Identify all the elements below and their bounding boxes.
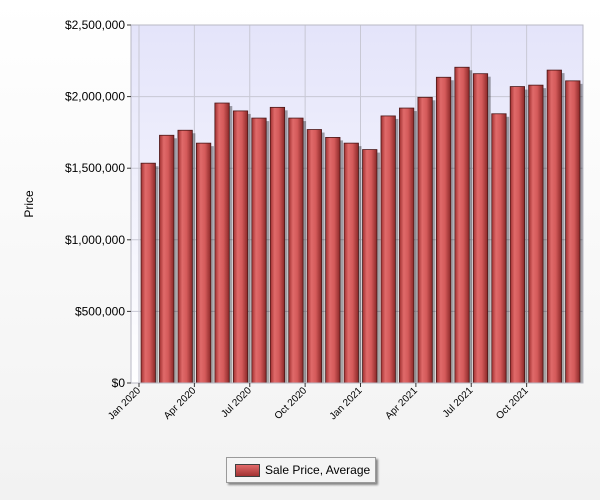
- bar: [546, 69, 562, 384]
- bar: [159, 134, 175, 384]
- bar: [306, 129, 322, 384]
- bar: [177, 129, 193, 384]
- plot-border: [130, 24, 584, 384]
- bar: [528, 84, 544, 384]
- x-tick-label: Jul 2021: [441, 385, 476, 420]
- bar: [509, 86, 525, 384]
- y-tick-label: $0: [112, 376, 126, 390]
- bar: [565, 80, 581, 384]
- y-tick-label: $1,500,000: [65, 161, 125, 175]
- bar: [251, 117, 267, 384]
- y-tick-label: $1,000,000: [65, 233, 125, 247]
- legend: Sale Price, Average: [226, 457, 376, 483]
- bar: [288, 117, 304, 384]
- bar: [343, 142, 359, 384]
- x-tick-label: Jan 2021: [328, 385, 365, 422]
- bar: [140, 162, 156, 384]
- x-tick-label: Jul 2020: [219, 385, 254, 420]
- bar: [435, 76, 452, 384]
- y-tick-label: $2,000,000: [65, 90, 125, 104]
- x-tick-label: Apr 2021: [384, 385, 421, 422]
- bar: [380, 115, 396, 384]
- x-tick-label: Jan 2020: [106, 385, 143, 422]
- bar: [325, 137, 341, 384]
- bar: [472, 73, 489, 384]
- legend-swatch: [235, 463, 260, 477]
- x-tick-label: Oct 2020: [273, 385, 310, 422]
- bar: [399, 107, 415, 384]
- y-axis-ticks: $0 $500,000 $1,000,000 $1,500,000 $2,000,000…: [65, 18, 131, 390]
- y-tick-label: $2,500,000: [65, 18, 125, 32]
- x-tick-label: Apr 2020: [162, 385, 199, 422]
- bar: [491, 113, 507, 384]
- bar: [214, 102, 230, 384]
- bar-series: [140, 66, 583, 384]
- bar: [362, 149, 378, 384]
- bar: [232, 110, 249, 384]
- bar: [454, 66, 470, 384]
- x-axis-ticks: Jan 2020 Apr 2020 Jul 2020 Oct 2020 Jan 2021…: [106, 383, 531, 422]
- bar: [196, 142, 212, 384]
- y-tick-label: $500,000: [75, 304, 125, 318]
- bar: [417, 96, 433, 384]
- legend-label: Sale Price, Average: [265, 463, 371, 477]
- bar: [269, 106, 286, 384]
- x-tick-label: Oct 2021: [494, 385, 531, 422]
- axes: [130, 24, 584, 384]
- y-axis-title: Price: [22, 190, 36, 218]
